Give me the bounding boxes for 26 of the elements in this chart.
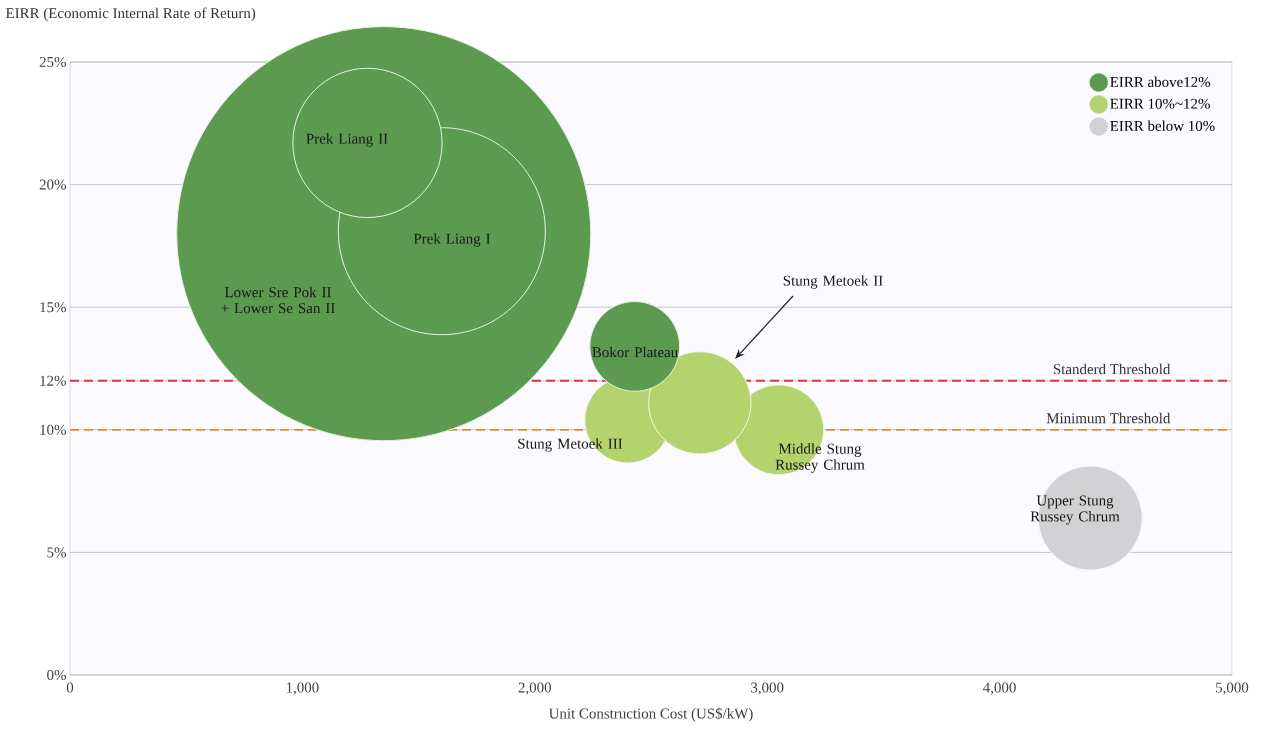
annotation: Prek Liang II	[306, 133, 388, 147]
y-tick-label: 15%	[40, 302, 66, 313]
x-tick-label: 4,000	[983, 682, 1016, 695]
legend-label: EIRR above12%	[1110, 76, 1211, 88]
y-tick-label: 10%	[40, 424, 66, 435]
ref-line-label: Standerd Threshold	[1053, 363, 1171, 375]
y-tick-label: 20%	[39, 179, 66, 190]
y-tick-label: 5%	[47, 547, 66, 558]
y-tick-label: 25%	[39, 56, 66, 68]
y-tick-label: 12%	[40, 375, 66, 386]
annotation: Prek Liang I	[413, 233, 491, 247]
ref-line-label: Minimum Threshold	[1046, 412, 1171, 424]
x-tick-label: 3,000	[751, 682, 784, 695]
legend-label: EIRR 10%~12%	[1110, 98, 1210, 109]
x-tick-label: 1,000	[286, 682, 319, 695]
y-tick-label: 0%	[47, 669, 66, 681]
x-tick-label: 5,000	[1216, 682, 1249, 695]
y-axis-title: EIRR (Economic Internal Rate of Return)	[5, 7, 256, 22]
annotation: Stung Metoek II	[783, 275, 883, 289]
x-tick-label: 2,000	[518, 682, 552, 695]
x-tick-label: 0	[66, 682, 74, 693]
annotation: Bokor Plateau	[592, 346, 678, 358]
legend-label: EIRR below 10%	[1110, 120, 1215, 132]
annotation: Upper Stung Russey Chrum	[1030, 495, 1120, 525]
annotation: Lower Sre Pok II + Lower Se San II	[221, 286, 335, 314]
x-axis-title: Unit Construction Cost (US$/kW)	[548, 707, 753, 722]
